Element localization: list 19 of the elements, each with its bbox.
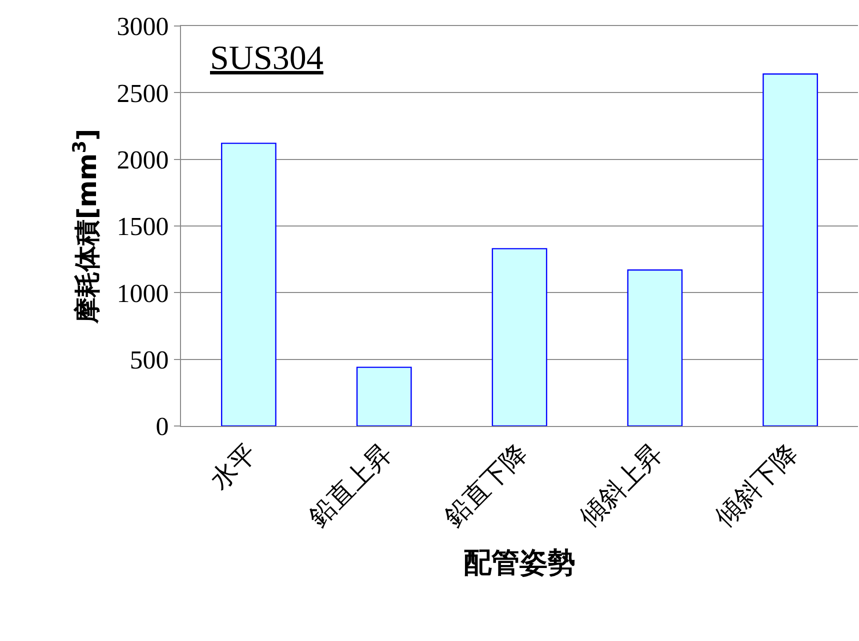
y-tick-label: 0 [156, 412, 169, 442]
y-tick-label: 500 [130, 345, 169, 374]
bar [221, 142, 276, 426]
bar [492, 248, 548, 426]
x-tick-label: 鉛直下降 [438, 438, 534, 533]
y-tick-label: 1500 [116, 212, 169, 242]
bar [627, 269, 683, 426]
y-tick-label: 2000 [116, 145, 169, 174]
y-tick-label: 2500 [116, 78, 169, 108]
x-tick-label: 鉛直上昇 [303, 438, 398, 533]
x-tick-label: 傾斜下降 [710, 438, 804, 533]
bar [356, 366, 412, 426]
y-tick-label: 3000 [116, 12, 169, 42]
bar [762, 73, 818, 426]
x-tick-label: 水平 [204, 438, 263, 496]
x-axis-title: 配管姿勢 [464, 546, 576, 579]
y-tick-label: 1000 [116, 278, 169, 308]
annotation: SUS304 [210, 40, 324, 77]
x-tick-label: 傾斜上昇 [574, 438, 670, 533]
